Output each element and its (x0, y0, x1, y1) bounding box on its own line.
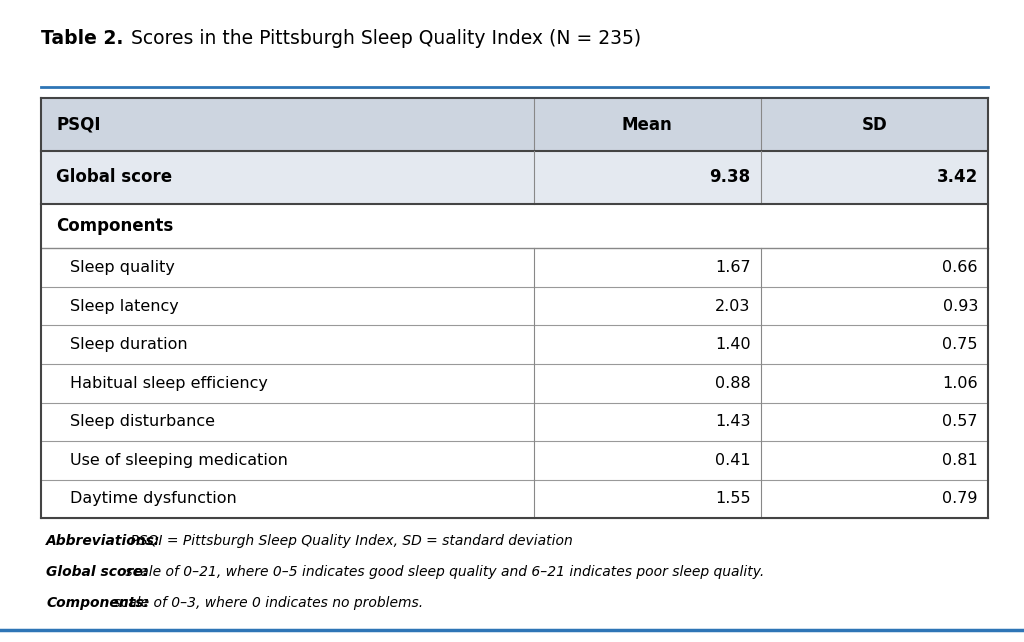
Text: Sleep quality: Sleep quality (70, 260, 174, 275)
Text: Table 2.: Table 2. (41, 29, 123, 48)
Text: Abbreviations:: Abbreviations: (46, 534, 161, 548)
Text: 1.67: 1.67 (715, 260, 751, 275)
Text: scale of 0–3, where 0 indicates no problems.: scale of 0–3, where 0 indicates no probl… (110, 596, 423, 610)
Text: Scores in the Pittsburgh Sleep Quality Index (N = 235): Scores in the Pittsburgh Sleep Quality I… (125, 29, 641, 48)
Bar (41, 403, 988, 441)
Text: Global score:: Global score: (46, 565, 148, 579)
Text: 2.03: 2.03 (715, 299, 751, 314)
Bar (41, 480, 988, 518)
Text: 1.43: 1.43 (715, 414, 751, 429)
Text: PSQI = Pittsburgh Sleep Quality Index, SD = standard deviation: PSQI = Pittsburgh Sleep Quality Index, S… (126, 534, 573, 548)
Bar (41, 325, 988, 364)
Text: SD: SD (861, 116, 888, 134)
Bar (41, 287, 988, 325)
Text: 0.88: 0.88 (715, 376, 751, 391)
Text: 0.75: 0.75 (942, 337, 978, 352)
Text: 0.93: 0.93 (942, 299, 978, 314)
Text: 1.55: 1.55 (715, 491, 751, 507)
Text: scale of 0–21, where 0–5 indicates good sleep quality and 6–21 indicates poor sl: scale of 0–21, where 0–5 indicates good … (121, 565, 764, 579)
Text: Sleep disturbance: Sleep disturbance (70, 414, 215, 429)
Bar (41, 248, 988, 287)
Text: 0.81: 0.81 (942, 453, 978, 468)
Text: Daytime dysfunction: Daytime dysfunction (70, 491, 237, 507)
Bar (41, 98, 988, 151)
Bar (41, 441, 988, 480)
Text: Global score: Global score (56, 168, 172, 186)
Bar (41, 151, 988, 204)
Text: Sleep duration: Sleep duration (70, 337, 187, 352)
Text: Mean: Mean (622, 116, 673, 134)
Text: Habitual sleep efficiency: Habitual sleep efficiency (70, 376, 267, 391)
Text: 1.40: 1.40 (715, 337, 751, 352)
Text: 9.38: 9.38 (710, 168, 751, 186)
Text: Sleep latency: Sleep latency (70, 299, 178, 314)
Text: 3.42: 3.42 (937, 168, 978, 186)
Bar (41, 364, 988, 403)
Text: Components:: Components: (46, 596, 150, 610)
Text: PSQI: PSQI (56, 116, 100, 134)
Text: 0.66: 0.66 (942, 260, 978, 275)
Text: 1.06: 1.06 (942, 376, 978, 391)
Text: 0.79: 0.79 (942, 491, 978, 507)
Bar (41, 204, 988, 248)
Text: Use of sleeping medication: Use of sleeping medication (70, 453, 288, 468)
Text: Components: Components (56, 217, 174, 235)
Text: 0.57: 0.57 (942, 414, 978, 429)
Text: 0.41: 0.41 (715, 453, 751, 468)
